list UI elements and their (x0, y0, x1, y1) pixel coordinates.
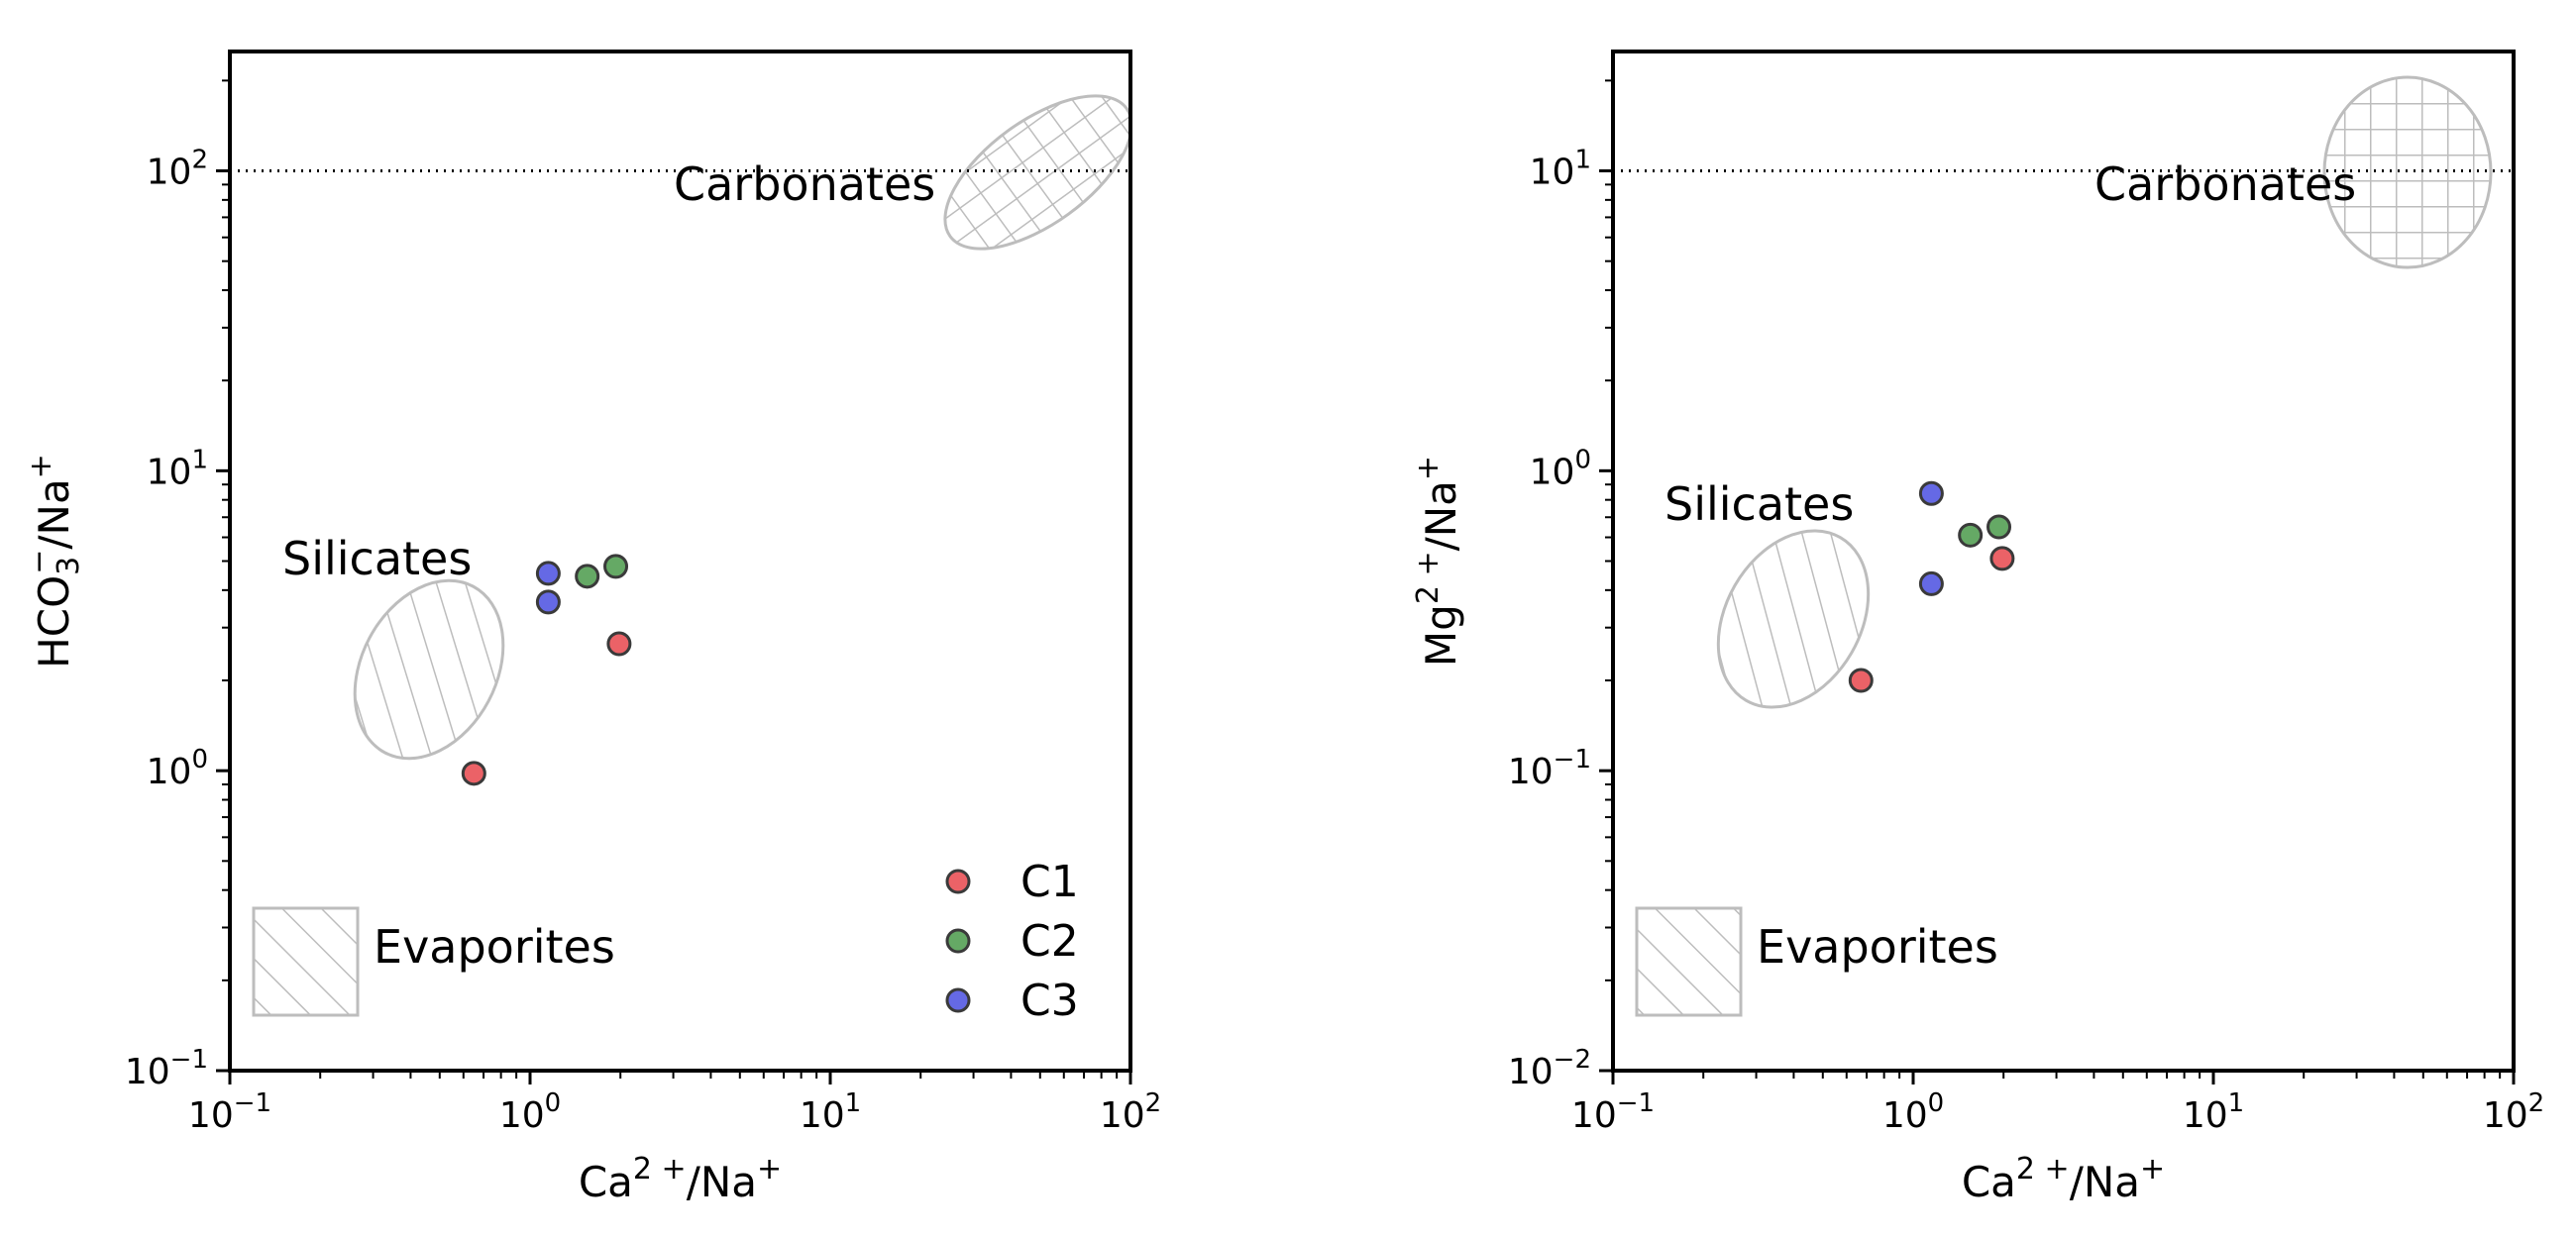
legend-marker-c2 (945, 928, 971, 954)
y-axis-label: HCO3−/Na+ (22, 454, 86, 669)
data-point-c3 (535, 561, 561, 586)
data-point-c2 (1986, 514, 2012, 540)
evaporites-label: Evaporites (374, 920, 615, 974)
legend: C1 C2 C3 (945, 857, 1079, 1026)
y-axis-label: Mg2 +/Na+ (1411, 456, 1465, 667)
data-point-c3 (1918, 570, 1944, 596)
evaporites-region (252, 906, 360, 1017)
x-axis: 10−1 100 101 102 (188, 1071, 1161, 1136)
data-point-c2 (575, 564, 600, 589)
evaporites-label: Evaporites (1757, 920, 1998, 974)
silicates-region (1716, 529, 1871, 709)
evaporites-region (1635, 906, 1743, 1017)
data-points (1848, 480, 2015, 693)
x-tick-label: 10−1 (1571, 1088, 1655, 1136)
y-tick-label: 10−2 (1508, 1045, 1591, 1092)
y-tick-label: 100 (147, 745, 208, 792)
x-tick-label: 102 (2483, 1088, 2544, 1136)
data-point-c3 (1918, 480, 1944, 506)
silicates-region (353, 578, 505, 761)
data-point-c1 (461, 761, 486, 786)
data-points (461, 554, 632, 786)
y-tick-label: 101 (1530, 146, 1591, 193)
y-tick-label: 100 (1530, 445, 1591, 492)
legend-label-c1: C1 (1020, 857, 1079, 907)
y-tick-label: 102 (147, 146, 208, 193)
x-tick-label: 101 (2183, 1088, 2244, 1136)
legend-label-c2: C2 (1020, 916, 1079, 967)
x-axis-label: Ca2 +/Na+ (1962, 1152, 2165, 1206)
region-layer (1635, 75, 2493, 1017)
data-point-c2 (1958, 522, 1984, 548)
y-axis: 10−1 100 101 102 (125, 79, 230, 1092)
y-tick-label: 10−1 (1508, 745, 1591, 792)
silicates-label: Silicates (282, 532, 472, 585)
legend-marker-c1 (945, 869, 971, 894)
data-point-c1 (1989, 546, 2015, 571)
data-point-c3 (535, 589, 561, 615)
silicates-label: Silicates (1664, 477, 1854, 531)
data-point-c2 (603, 554, 629, 579)
x-axis: 10−1 100 101 102 (1571, 1071, 2544, 1136)
carbonates-label: Carbonates (2094, 157, 2356, 211)
x-axis-label: Ca2 +/Na+ (579, 1152, 782, 1206)
carbonates-label: Carbonates (674, 157, 935, 211)
x-tick-label: 101 (800, 1088, 861, 1136)
x-tick-label: 102 (1100, 1088, 1161, 1136)
y-axis: 10−2 10−1 100 101 (1508, 79, 1613, 1092)
y-tick-label: 10−1 (125, 1045, 208, 1092)
x-tick-label: 100 (499, 1088, 561, 1136)
data-point-c1 (606, 631, 632, 657)
legend-label-c3: C3 (1020, 976, 1079, 1026)
y-tick-label: 101 (147, 445, 208, 492)
legend-marker-c3 (945, 987, 971, 1013)
x-tick-label: 10−1 (188, 1088, 271, 1136)
x-tick-label: 100 (1882, 1088, 1944, 1136)
data-point-c1 (1848, 668, 1874, 693)
